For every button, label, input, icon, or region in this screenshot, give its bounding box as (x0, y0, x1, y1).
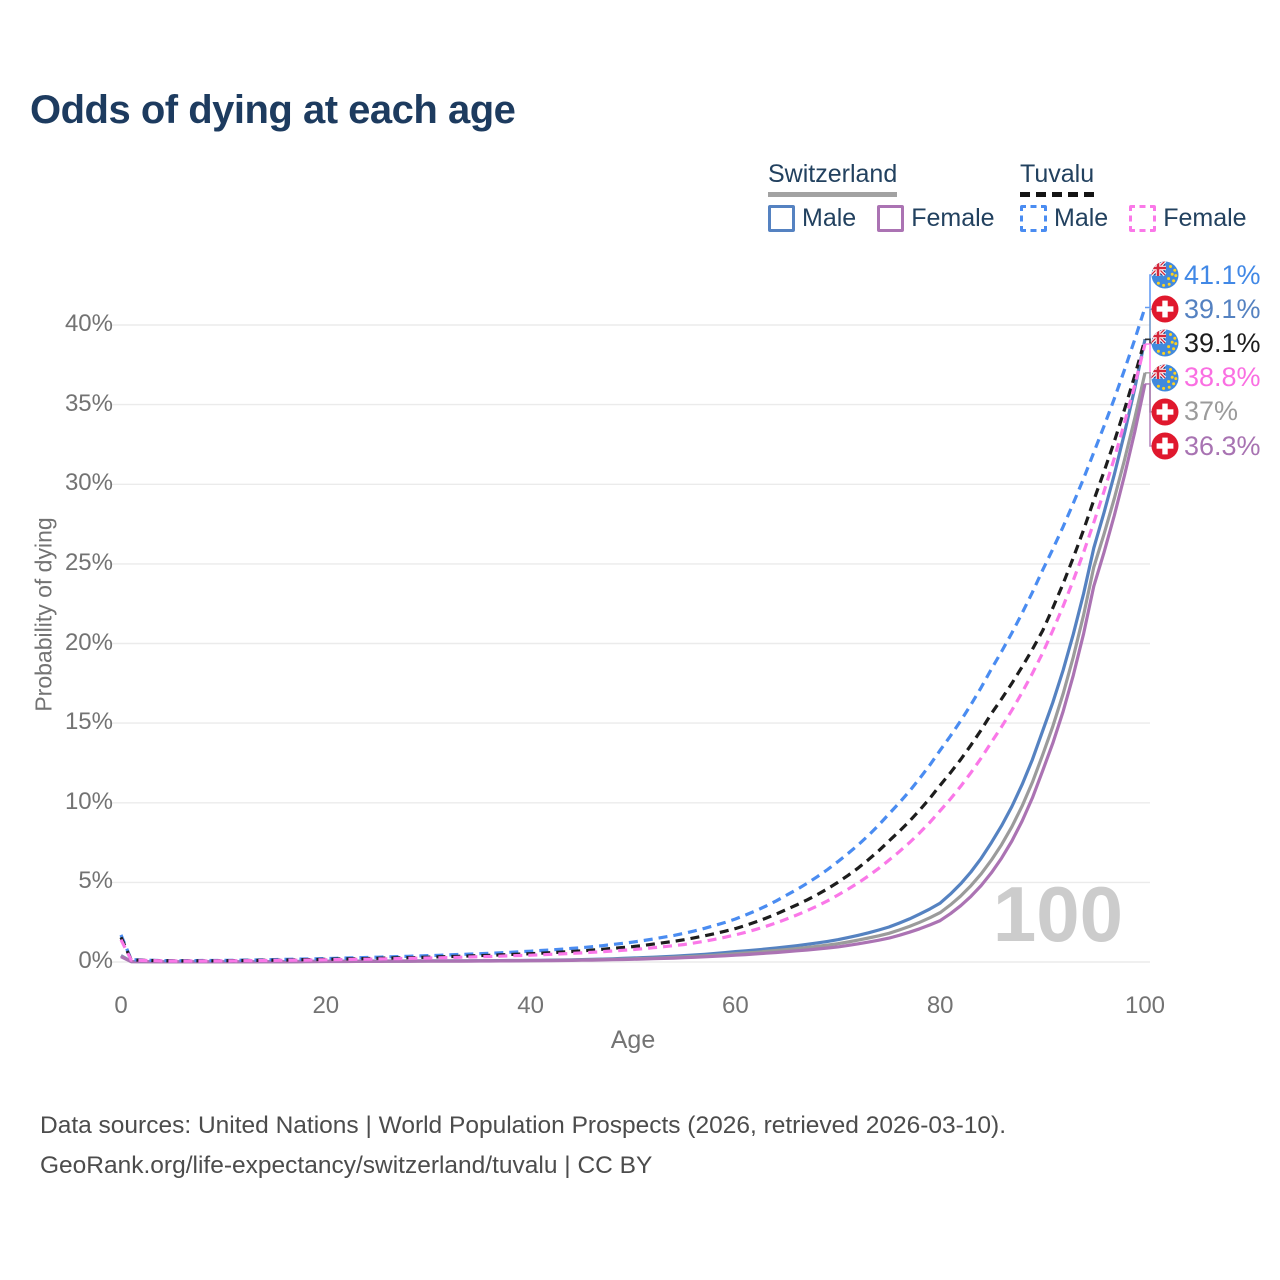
footer-data-sources: Data sources: United Nations | World Pop… (40, 1112, 1007, 1139)
end-label-value-switzerland-total: 37% (1184, 396, 1239, 427)
end-label-switzerland-female: 36.3% (1151, 429, 1261, 463)
series-line-tuvalu-total (119, 338, 1147, 963)
watermark-age-100: 100 (993, 870, 1123, 958)
end-label-switzerland-male: 39.1% (1151, 292, 1261, 326)
legend-title-tuvalu: Tuvalu (1020, 160, 1095, 197)
legend-label: Female (1163, 204, 1247, 232)
x-axis-title: Age (610, 1026, 656, 1054)
legend-item-tuvalu-male[interactable]: Male (1020, 204, 1108, 233)
series-line-switzerland-male (120, 338, 1147, 964)
tuvalu-flag-icon (1151, 329, 1179, 357)
footer: Data sources: United Nations | World Pop… (40, 1106, 1006, 1186)
switzerland-flag-icon (1151, 432, 1179, 460)
end-label-tuvalu-female: 38.8% (1151, 361, 1261, 395)
end-label-tuvalu-total: 39.1% (1151, 326, 1261, 360)
end-label-tuvalu-male: 41.1% (1151, 258, 1261, 292)
end-label-value-switzerland-male: 39.1% (1184, 293, 1261, 324)
series-line-tuvalu-female (119, 343, 1147, 963)
tuvalu-flag-icon (1151, 364, 1179, 392)
x-tick-label-60: 60 (722, 992, 749, 1019)
x-tick-label-0: 0 (114, 992, 128, 1019)
legend-item-switzerland-male[interactable]: Male (768, 204, 856, 233)
legend-swatch-tuvalu-male (1020, 205, 1047, 232)
end-label-value-switzerland-female: 36.3% (1184, 430, 1261, 461)
tuvalu-flag-icon (1151, 261, 1179, 289)
y-tick-label-10: 10% (64, 787, 113, 815)
end-label-switzerland-total: 37% (1151, 395, 1238, 429)
series-line-switzerland-female (120, 383, 1147, 964)
y-tick-label-25: 25% (64, 548, 113, 576)
legend-label: Male (1054, 204, 1109, 232)
footer-attribution: GeoRank.org/life-expectancy/switzerland/… (40, 1152, 653, 1179)
legend-title-switzerland: Switzerland (768, 160, 898, 197)
y-tick-label-20: 20% (64, 628, 113, 656)
end-label-value-tuvalu-male: 41.1% (1184, 259, 1261, 290)
y-tick-label-30: 30% (64, 469, 113, 497)
legend-label: Female (911, 204, 995, 232)
x-tick-label-20: 20 (312, 992, 340, 1019)
legend-item-switzerland-female[interactable]: Female (877, 204, 995, 233)
x-tick-label-40: 40 (517, 992, 544, 1019)
y-tick-label-0: 0% (78, 947, 113, 974)
end-label-value-tuvalu-total: 39.1% (1184, 327, 1261, 358)
switzerland-flag-icon (1151, 295, 1179, 323)
end-label-value-tuvalu-female: 38.8% (1184, 362, 1261, 393)
y-tick-label-15: 15% (64, 708, 113, 736)
x-tick-label-80: 80 (926, 992, 954, 1019)
y-tick-label-40: 40% (64, 310, 113, 337)
legend-item-tuvalu-female[interactable]: Female (1129, 204, 1247, 233)
legend-group-switzerland: Switzerland Male Female (768, 160, 1016, 233)
legend-label: Male (802, 204, 857, 232)
y-tick-label-5: 5% (78, 867, 113, 895)
legend-swatch-switzerland-female (877, 205, 905, 232)
y-tick-label-35: 35% (64, 389, 113, 417)
legend-swatch-switzerland-male (768, 205, 795, 232)
switzerland-flag-icon (1151, 398, 1179, 426)
x-tick-label-100: 100 (1124, 992, 1166, 1019)
legend-swatch-tuvalu-female (1129, 205, 1157, 232)
legend-group-tuvalu: Tuvalu Male Female (1020, 160, 1268, 233)
y-axis-title: Probability of dying (30, 517, 57, 712)
chart-title: Odds of dying at each age (30, 88, 516, 132)
